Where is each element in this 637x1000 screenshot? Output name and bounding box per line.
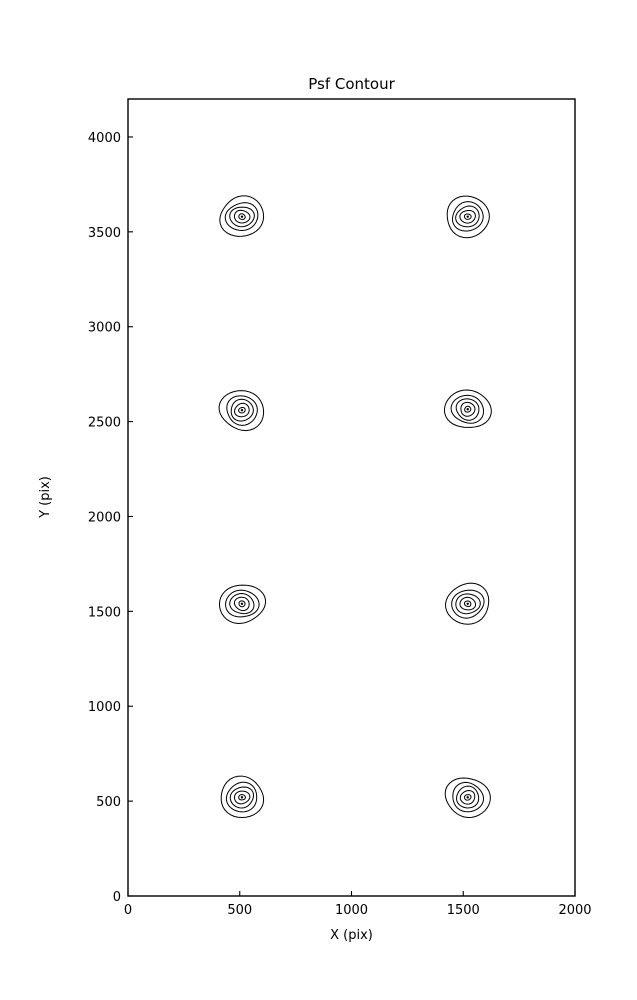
contour-level-ring bbox=[238, 794, 246, 801]
contour-level-ring bbox=[451, 201, 484, 232]
contour-level-ring bbox=[238, 406, 246, 414]
contour-level-ring bbox=[218, 584, 267, 624]
y-tick-label: 500 bbox=[96, 795, 121, 810]
contour-level-ring bbox=[450, 394, 485, 424]
y-tick-label: 4000 bbox=[88, 131, 121, 146]
x-tick-label: 500 bbox=[227, 903, 252, 918]
contour-level-ring bbox=[446, 195, 490, 239]
tick-labels-x: 0 500 1000 1500 2000 bbox=[124, 903, 592, 918]
contour-level-ring bbox=[460, 401, 476, 417]
contour-level-ring bbox=[463, 600, 472, 608]
contour-level-ring bbox=[455, 593, 481, 615]
contour-level-ring bbox=[229, 593, 255, 615]
x-axis-label: X (pix) bbox=[330, 928, 373, 943]
psf-center-point bbox=[466, 602, 469, 605]
psf-center-point bbox=[240, 796, 244, 799]
contour-level-ring bbox=[230, 398, 254, 422]
contour-level-ring bbox=[456, 785, 480, 809]
contour-level-ring bbox=[218, 390, 265, 432]
contour-level-ring bbox=[233, 209, 251, 224]
contour-level-ring bbox=[445, 582, 490, 625]
y-tick-label: 3500 bbox=[88, 226, 121, 241]
x-tick-label: 1500 bbox=[447, 903, 480, 918]
contour-level-ring bbox=[233, 790, 251, 805]
contour-level-ring bbox=[444, 777, 491, 818]
contour-level-ring bbox=[463, 213, 472, 220]
x-tick-label: 1000 bbox=[335, 903, 368, 918]
contour-level-ring bbox=[464, 794, 472, 801]
contour-level-ring bbox=[451, 589, 485, 619]
contour-level-ring bbox=[455, 398, 480, 421]
y-tick-label: 3000 bbox=[88, 321, 121, 336]
contour-level-ring bbox=[226, 395, 258, 426]
psf-contour-cluster bbox=[218, 584, 267, 624]
axes-frame bbox=[127, 98, 576, 897]
psf-center-point bbox=[466, 215, 469, 218]
y-axis-label: Y (pix) bbox=[38, 476, 53, 519]
y-tick-label: 2500 bbox=[88, 416, 121, 431]
psf-contour-cluster bbox=[218, 390, 265, 432]
psf-center-point bbox=[240, 602, 244, 605]
psf-center-point bbox=[240, 215, 244, 218]
psf-center-point bbox=[466, 408, 469, 411]
x-tick-label: 2000 bbox=[558, 903, 591, 918]
contour-level-ring bbox=[455, 205, 480, 228]
psf-center-point bbox=[240, 409, 244, 412]
tick-labels-y: 0 500 1000 1500 2000 2500 3000 3500 4000 bbox=[88, 131, 121, 905]
contour-level-ring bbox=[229, 786, 255, 809]
psf-contour-cluster bbox=[219, 195, 265, 237]
psf-contour-cluster bbox=[443, 389, 492, 428]
contour-level-ring bbox=[225, 781, 258, 813]
contour-level-ring bbox=[238, 213, 246, 220]
contour-level-ring bbox=[452, 781, 484, 813]
y-tick-label: 2000 bbox=[88, 510, 121, 525]
contour-level-ring bbox=[233, 596, 250, 612]
contour-level-ring bbox=[459, 596, 477, 611]
contour-level-ring bbox=[234, 402, 250, 418]
y-tick-label: 0 bbox=[113, 890, 121, 905]
plot-title: Psf Contour bbox=[308, 75, 395, 93]
y-tick-label: 1500 bbox=[88, 605, 121, 620]
contour-level-ring bbox=[459, 790, 476, 805]
contour-level-ring bbox=[459, 209, 476, 224]
contour-level-ring bbox=[443, 389, 492, 428]
contour-level-ring bbox=[464, 405, 472, 413]
contour-level-ring bbox=[220, 775, 265, 819]
psf-contour-cluster bbox=[445, 582, 490, 625]
contour-level-ring bbox=[224, 202, 259, 231]
contour-level-ring bbox=[219, 195, 265, 237]
psf-contour-cluster bbox=[444, 777, 491, 818]
contour-clusters bbox=[218, 195, 492, 819]
psf-contour-cluster bbox=[446, 195, 490, 239]
y-tick-label: 1000 bbox=[88, 700, 121, 715]
psf-center-point bbox=[466, 796, 469, 799]
contour-level-ring bbox=[238, 600, 246, 608]
psf-contour-cluster bbox=[220, 775, 265, 819]
contour-level-ring bbox=[225, 589, 260, 618]
x-tick-label: 0 bbox=[124, 903, 132, 918]
contour-level-ring bbox=[229, 206, 255, 228]
